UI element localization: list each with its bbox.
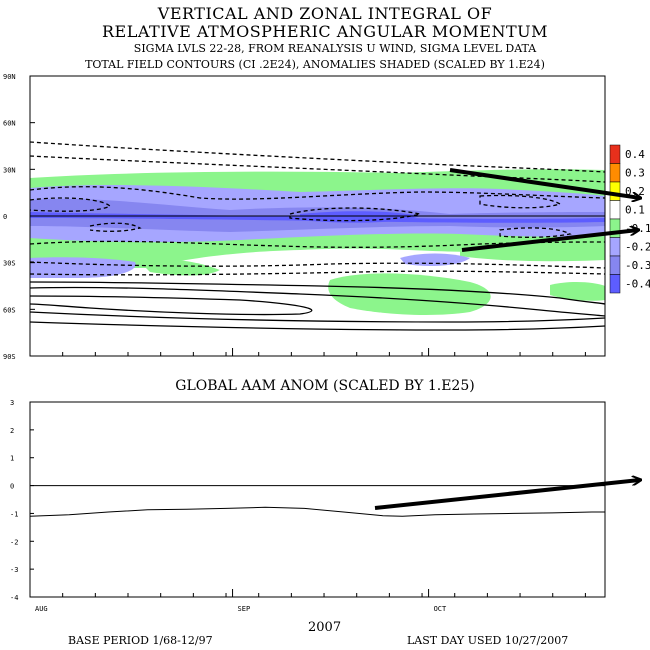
- colorbar-label: 0.1: [625, 204, 645, 217]
- y-tick-label: 60N: [3, 120, 16, 128]
- x-tick-label: OCT: [434, 605, 447, 613]
- contour-line: [30, 295, 313, 316]
- contour-line: [30, 286, 605, 317]
- last-day-label: LAST DAY USED 10/27/2007: [407, 634, 569, 647]
- y-tick-label: 90N: [3, 73, 16, 81]
- contour-line: [30, 311, 605, 323]
- y-tick-label: -3: [10, 566, 18, 574]
- y-tick-label: 0: [3, 213, 7, 221]
- colorbar: 0.40.30.20.1-0.1-0.2-0.3-0.4: [609, 144, 650, 294]
- anomaly-region: [140, 259, 220, 276]
- colorbar-label: -0.3: [625, 259, 650, 272]
- contour-line: [289, 207, 421, 222]
- colorbar-label: -0.2: [625, 241, 650, 254]
- x-tick-label: AUG: [35, 605, 48, 613]
- colorbar-swatch: [609, 163, 621, 183]
- colorbar-swatch: [609, 237, 621, 257]
- line-y-axis: 3 2 1 0 -1 -2 -3 -4: [10, 399, 34, 602]
- anomaly-region: [550, 282, 605, 301]
- chart-title-line-2: RELATIVE ATMOSPHERIC ANGULAR MOMENTUM: [102, 22, 548, 41]
- colorbar-swatch: [609, 200, 621, 220]
- contour-line: [89, 222, 142, 232]
- y-tick-label: -2: [10, 538, 18, 546]
- annotation-arrow: [461, 230, 638, 252]
- y-tick-label: -4: [10, 594, 18, 602]
- aam-anomaly-series-line: [29, 506, 605, 517]
- y-tick-label: 0: [10, 483, 14, 491]
- contour-line: [30, 261, 605, 269]
- contour-line: [30, 197, 112, 212]
- y-tick-label: -1: [10, 510, 18, 518]
- colorbar-swatch: [609, 181, 621, 201]
- contour-line: [30, 141, 605, 173]
- colorbar-label: -0.4: [625, 278, 650, 291]
- x-tick-label: SEP: [238, 605, 251, 613]
- global-aam-line-chart: 3 2 1 0 -1 -2 -3 -4 AUG SEP OCT: [10, 399, 650, 613]
- colorbar-label: 0.4: [625, 148, 645, 161]
- anomaly-region: [300, 211, 420, 223]
- y-tick-label: 3: [10, 399, 14, 407]
- contour-line: [30, 186, 605, 200]
- y-tick-label: 2: [10, 427, 14, 435]
- anomaly-region: [460, 237, 605, 262]
- contour-line: [30, 270, 605, 276]
- chart-title-line-1: VERTICAL AND ZONAL INTEGRAL OF: [157, 4, 493, 23]
- line-x-axis: AUG SEP OCT: [29, 589, 586, 613]
- annotation-arrow: [374, 480, 640, 510]
- chart-subtitle-levels: SIGMA LVLS 22-28, FROM REANALYSIS U WIND…: [133, 42, 537, 55]
- anomaly-region: [328, 273, 491, 315]
- colorbar-swatch: [609, 255, 621, 275]
- base-period-label: BASE PERIOD 1/68-12/97: [68, 634, 213, 647]
- annotation-arrow: [449, 168, 640, 198]
- y-tick-label: 1: [10, 455, 14, 463]
- contour-line: [30, 281, 605, 305]
- contour-line: [499, 227, 572, 238]
- colorbar-swatch: [609, 144, 621, 164]
- colorbar-swatch: [609, 274, 621, 294]
- heatmap-y-axis: 90N 60N 30N 0 30S 60S 90S: [3, 73, 35, 361]
- y-tick-label: 60S: [3, 306, 16, 314]
- total-field-contours: [30, 141, 605, 331]
- contour-line: [30, 321, 605, 331]
- anomaly-shading: [30, 169, 605, 315]
- colorbar-label: 0.3: [625, 167, 645, 180]
- y-tick-label: 90S: [3, 353, 16, 361]
- y-tick-label: 30N: [3, 166, 16, 174]
- line-plot-frame: [29, 401, 606, 598]
- global-aam-title: GLOBAL AAM ANOM (SCALED BY 1.E25): [175, 378, 475, 394]
- anomaly-region: [30, 257, 136, 278]
- chart-subtitle-contours: TOTAL FIELD CONTOURS (CI .2E24), ANOMALI…: [85, 58, 545, 71]
- y-tick-label: 30S: [3, 260, 16, 268]
- heatmap-x-axis: [29, 348, 586, 356]
- year-label: 2007: [308, 620, 342, 635]
